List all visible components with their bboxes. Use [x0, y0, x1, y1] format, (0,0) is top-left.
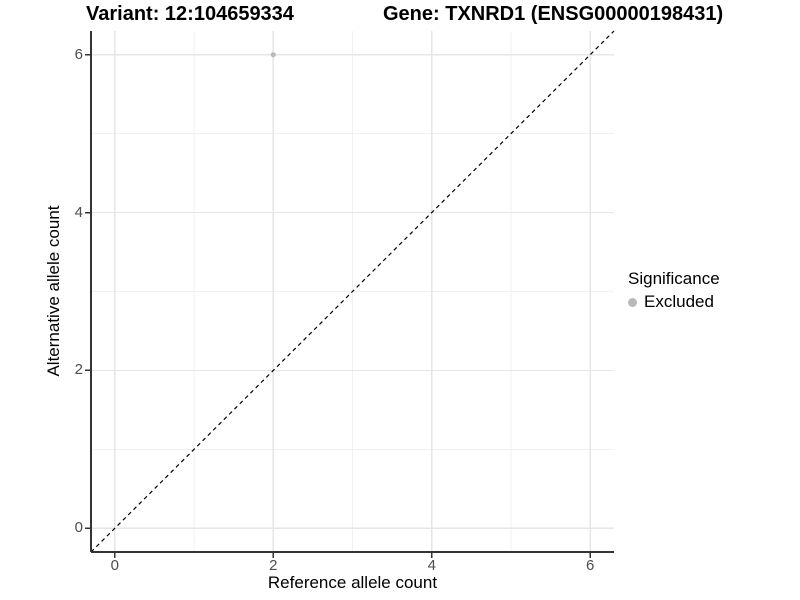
- y-tick-label: 4: [74, 203, 83, 221]
- x-tick-label: 2: [269, 557, 278, 574]
- variant-title: Variant: 12:104659334: [86, 3, 294, 25]
- x-axis-title: Reference allele count: [267, 573, 438, 592]
- x-tick-label: 4: [427, 557, 436, 574]
- legend-item-label: Excluded: [644, 292, 714, 311]
- legend-item-excluded: Excluded: [628, 292, 720, 312]
- y-tick-label: 0: [74, 519, 83, 537]
- legend: Significance Excluded: [628, 268, 720, 312]
- y-tick-label: 6: [74, 45, 83, 63]
- data-point: [270, 52, 276, 58]
- legend-title: Significance: [628, 269, 720, 288]
- excluded-point-icon: [628, 297, 637, 307]
- y-tick-label: 2: [74, 361, 83, 379]
- gene-title: Gene: TXNRD1 (ENSG00000198431): [383, 3, 724, 25]
- x-tick-label: 6: [586, 557, 595, 574]
- x-tick-label: 0: [110, 557, 119, 574]
- y-axis-title: Alternative allele count: [44, 205, 63, 377]
